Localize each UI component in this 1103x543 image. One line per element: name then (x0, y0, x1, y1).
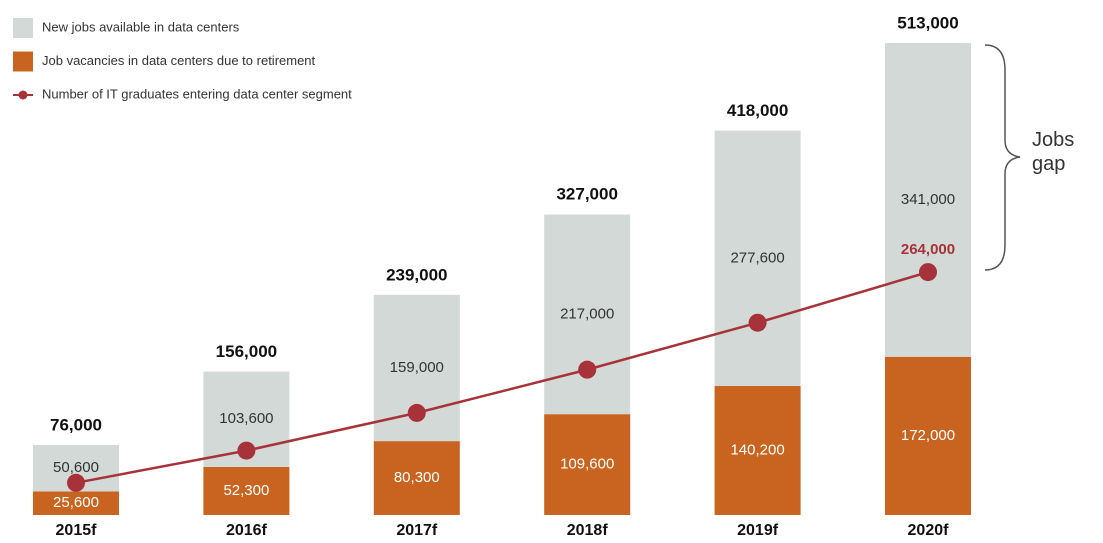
line-point (748, 313, 767, 332)
legend-swatch (13, 51, 33, 72)
line-point (919, 263, 937, 282)
x-tick-label: 2020f (908, 522, 950, 539)
legend-marker (18, 90, 28, 100)
bar-segment (544, 414, 631, 515)
x-tick-label: 2016f (226, 522, 268, 539)
total-label: 418,000 (727, 101, 788, 120)
annotation: Jobs gap (1032, 129, 1075, 175)
bar-segment (714, 130, 801, 387)
total-label: 239,000 (386, 266, 447, 285)
legend-label: New jobs available in data centers (42, 19, 240, 34)
value-label: 109,600 (560, 456, 614, 473)
legend-label: Job vacancies in data centers due to ret… (42, 53, 316, 68)
value-label: 103,600 (219, 410, 273, 427)
bar-segment (885, 356, 971, 515)
total-label: 327,000 (556, 185, 617, 204)
line-point (578, 360, 597, 379)
line-series (75, 270, 929, 485)
bar-segment (885, 43, 971, 357)
value-label: 52,300 (223, 482, 269, 499)
x-tick-label: 2018f (567, 522, 609, 539)
gap-brace (984, 44, 1021, 271)
bar-segment (203, 466, 290, 515)
value-label: 172,000 (901, 427, 955, 444)
value-label: 140,200 (730, 441, 784, 458)
bar-segment (544, 214, 631, 415)
x-tick-label: 2017f (396, 522, 438, 539)
value-label: 341,000 (901, 191, 955, 208)
value-label: 25,600 (53, 494, 99, 511)
line-point (67, 473, 85, 492)
value-label: 50,600 (53, 459, 99, 476)
line-value-label: 264,000 (901, 241, 955, 258)
x-tick-label: 2015f (56, 522, 98, 539)
legend-label: Number of IT graduates entering data cen… (42, 86, 352, 101)
bar-segment (33, 491, 119, 515)
total-label: 513,000 (897, 14, 958, 33)
value-label: 217,000 (560, 305, 614, 322)
total-label: 76,000 (50, 416, 102, 435)
bar-segment (373, 441, 460, 515)
total-label: 156,000 (216, 342, 277, 361)
line-point (407, 403, 426, 422)
x-tick-label: 2019f (737, 522, 779, 539)
value-label: 80,300 (394, 469, 440, 486)
legend-swatch (13, 18, 33, 38)
line-point (237, 441, 256, 460)
value-label: 277,600 (730, 249, 784, 266)
value-label: 159,000 (390, 359, 444, 376)
bar-segment (714, 386, 801, 515)
